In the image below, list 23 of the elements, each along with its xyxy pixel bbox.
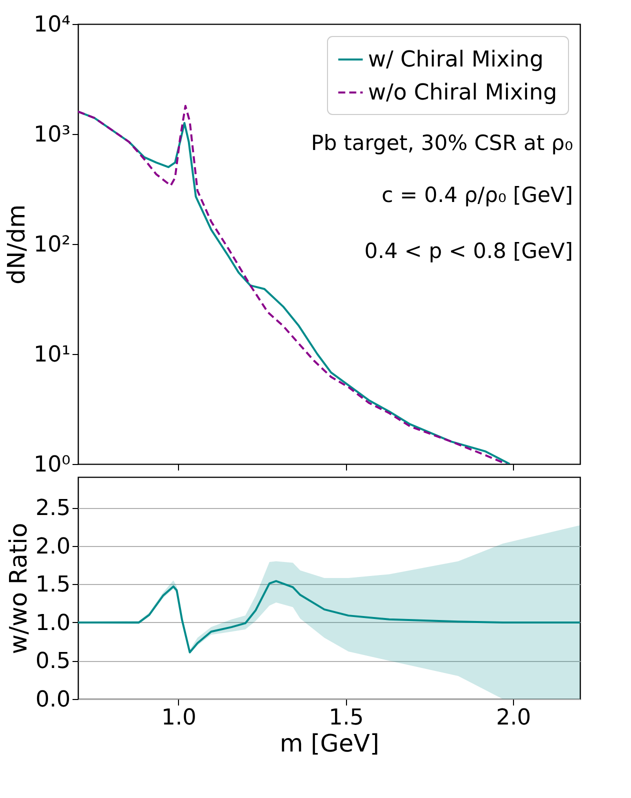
y-tick-label: 1.0 bbox=[36, 610, 70, 636]
annotation: 0.4 < p < 0.8 [GeV] bbox=[364, 239, 573, 263]
y-axis-title: dN/dm bbox=[2, 204, 31, 284]
line-series bbox=[78, 580, 580, 654]
y-tick-label: 0.0 bbox=[36, 688, 70, 712]
y-axis-title: w/wo Ratio bbox=[4, 522, 33, 654]
legend-label: w/ Chiral Mixing bbox=[368, 48, 544, 72]
annotation: c = 0.4 ρ/ρ₀ [GeV] bbox=[382, 183, 573, 207]
x-tick-label: 1.5 bbox=[328, 706, 364, 730]
y-tick-label: 10⁴ bbox=[34, 12, 71, 38]
x-axis-title: m [GeV] bbox=[280, 730, 380, 758]
y-tick-label: 10⁰ bbox=[34, 452, 71, 478]
y-tick-label: 10¹ bbox=[34, 342, 70, 368]
y-tick-label: 2.0 bbox=[36, 534, 70, 560]
annotation: Pb target, 30% CSR at ρ₀ bbox=[310, 131, 573, 155]
y-tick-label: 0.5 bbox=[36, 649, 70, 674]
y-tick-label: 2.5 bbox=[36, 496, 70, 522]
legend-label: w/o Chiral Mixing bbox=[368, 80, 558, 106]
x-tick-label: 2.0 bbox=[496, 706, 532, 730]
y-tick-label: 10² bbox=[34, 232, 70, 258]
y-tick-label: 1.5 bbox=[36, 572, 70, 598]
x-tick-label: 1.0 bbox=[161, 706, 196, 730]
y-tick-label: 10³ bbox=[34, 122, 70, 148]
